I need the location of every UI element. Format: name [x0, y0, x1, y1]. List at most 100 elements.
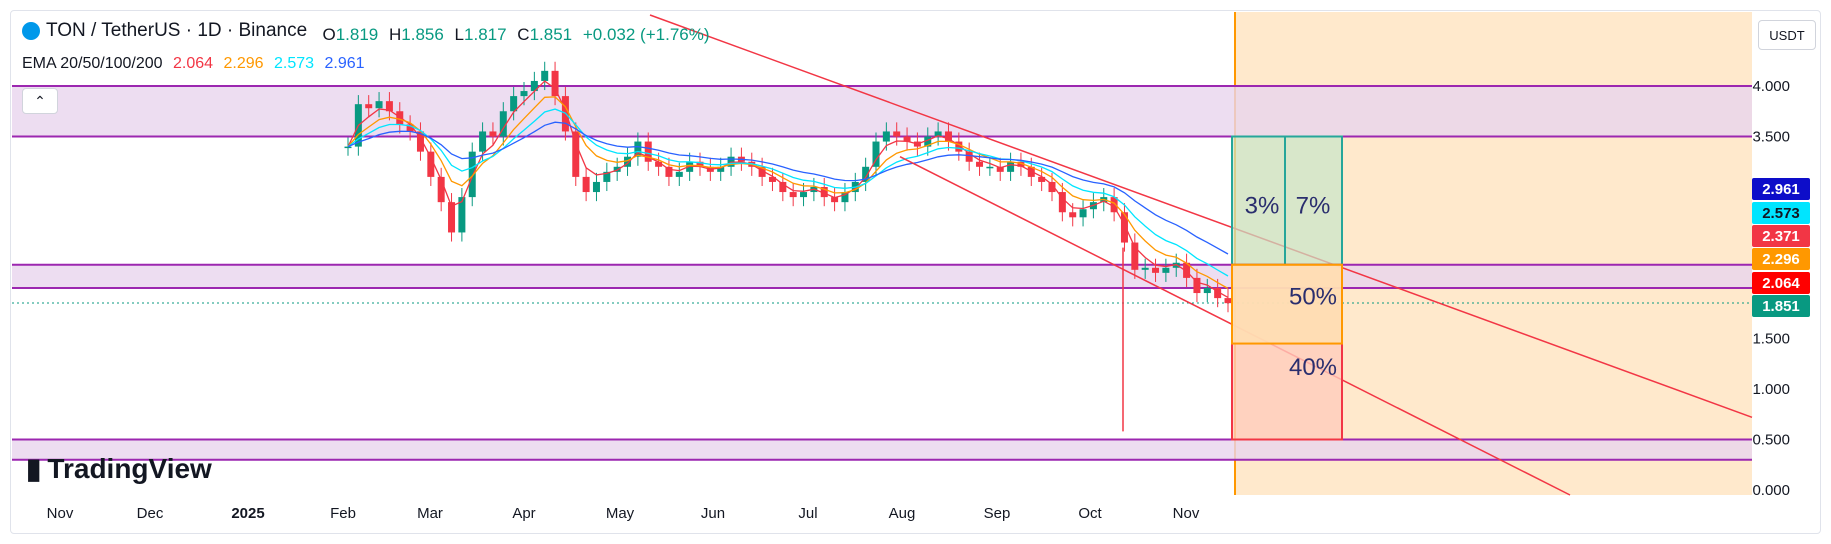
currency-button[interactable]: USDT: [1758, 20, 1816, 50]
candle-body: [955, 141, 963, 152]
candle-body: [665, 166, 673, 177]
candle-body: [1017, 161, 1025, 167]
ema20-line: [347, 80, 1229, 298]
candle-body: [489, 131, 497, 137]
low-value: 1.817: [464, 25, 507, 44]
close-value: 1.851: [529, 25, 573, 44]
candle-body: [551, 70, 559, 97]
candle-body: [831, 197, 839, 203]
y-tick-label: 1.500: [1752, 331, 1790, 348]
candle-body: [862, 166, 870, 182]
zone-1: [12, 264, 1752, 288]
candle-body: [944, 131, 952, 142]
x-tick-label: Sep: [984, 505, 1011, 522]
candle-body: [841, 192, 849, 203]
candle-body: [768, 176, 776, 182]
candle-body: [1224, 298, 1232, 304]
y-tick-label: 4.000: [1752, 78, 1790, 95]
price-label-box: [1752, 248, 1810, 270]
candle-body: [624, 156, 632, 167]
candle-body: [779, 181, 787, 193]
candle-body: [924, 136, 932, 147]
tv-logo-icon: ▮: [26, 453, 42, 484]
chevron-up-icon: ⌃: [34, 92, 46, 109]
ema100-value: 2.573: [274, 55, 315, 72]
candle-body: [530, 80, 538, 92]
x-tick-label: Dec: [137, 505, 164, 522]
candle-body: [758, 166, 766, 177]
candle-body: [882, 131, 890, 142]
percent-label-3: 40%: [1289, 354, 1337, 381]
candle-body: [520, 91, 528, 97]
percent-label-0: 3%: [1245, 193, 1280, 220]
x-tick-label: Mar: [417, 505, 443, 522]
collapse-legend-button[interactable]: ⌃: [22, 88, 58, 114]
candle-body: [872, 141, 880, 167]
candle-body: [1203, 288, 1211, 294]
candle-body: [541, 70, 549, 81]
candle-body: [965, 151, 973, 162]
x-tick-label: Nov: [1173, 505, 1200, 522]
y-tick-label: 0.500: [1752, 432, 1790, 449]
ema200-line: [347, 121, 1229, 255]
candle-body: [800, 192, 808, 198]
ema50-line: [347, 96, 1229, 290]
x-tick-label: May: [606, 505, 635, 522]
price-label-text: 2.961: [1762, 181, 1800, 198]
candle-body: [675, 171, 683, 177]
x-tick-label: Oct: [1078, 505, 1102, 522]
price-label-text: 2.573: [1762, 205, 1800, 222]
y-tick-label: 1.000: [1752, 381, 1790, 398]
tradingview-logo: ▮ TradingView: [26, 452, 212, 485]
entry-box: [1231, 263, 1343, 345]
price-label-box: [1752, 202, 1810, 224]
chart-frame: [10, 10, 1821, 534]
ema50-value: 2.296: [223, 55, 264, 72]
zone-0: [12, 86, 1752, 137]
price-label-text: 2.296: [1762, 251, 1800, 268]
candle-body: [986, 166, 994, 169]
ema200-value: 2.961: [324, 55, 365, 72]
candle-body: [903, 136, 911, 142]
candle-body: [582, 176, 590, 193]
candle-body: [406, 124, 414, 132]
ton-logo-icon: [22, 22, 40, 40]
candle-body: [634, 141, 642, 157]
percent-label-1: 7%: [1296, 193, 1331, 220]
change-value: +0.032 (+1.76%): [582, 25, 710, 44]
candle-body: [789, 192, 797, 198]
percent-label-2: 50%: [1289, 283, 1337, 310]
candle-body: [437, 176, 445, 203]
candle-body: [644, 141, 652, 162]
candle-body: [510, 96, 518, 112]
candle-body: [1152, 267, 1160, 273]
candle-body: [499, 111, 507, 137]
x-tick-label: Nov: [47, 505, 74, 522]
ema100-line: [347, 108, 1229, 277]
candle-body: [1120, 212, 1128, 243]
candle-body: [427, 151, 435, 177]
high-value: 1.856: [401, 25, 444, 44]
candle-body: [696, 161, 704, 167]
symbol-title[interactable]: TON / TetherUS · 1D · Binance: [46, 20, 308, 41]
ema20-value: 2.064: [173, 55, 214, 72]
symbol-legend: TON / TetherUS · 1D · Binance O1.819 H1.…: [22, 20, 716, 46]
candle-body: [416, 131, 424, 152]
candle-body: [365, 104, 373, 109]
x-tick-label: 2025: [231, 505, 264, 522]
price-label-box: [1752, 272, 1810, 294]
candle-body: [1058, 192, 1066, 213]
price-label-text: 2.064: [1762, 275, 1800, 292]
ema-label[interactable]: EMA 20/50/100/200: [22, 55, 163, 72]
candle-body: [976, 161, 984, 167]
price-label-text: 1.851: [1762, 298, 1800, 315]
candle-body: [1048, 181, 1056, 193]
candle-body: [1079, 209, 1087, 218]
candle-body: [893, 131, 901, 137]
x-tick-label: Jun: [701, 505, 725, 522]
candle-body: [1162, 267, 1170, 273]
price-label-box: [1752, 178, 1810, 200]
candle-body: [1038, 176, 1046, 182]
